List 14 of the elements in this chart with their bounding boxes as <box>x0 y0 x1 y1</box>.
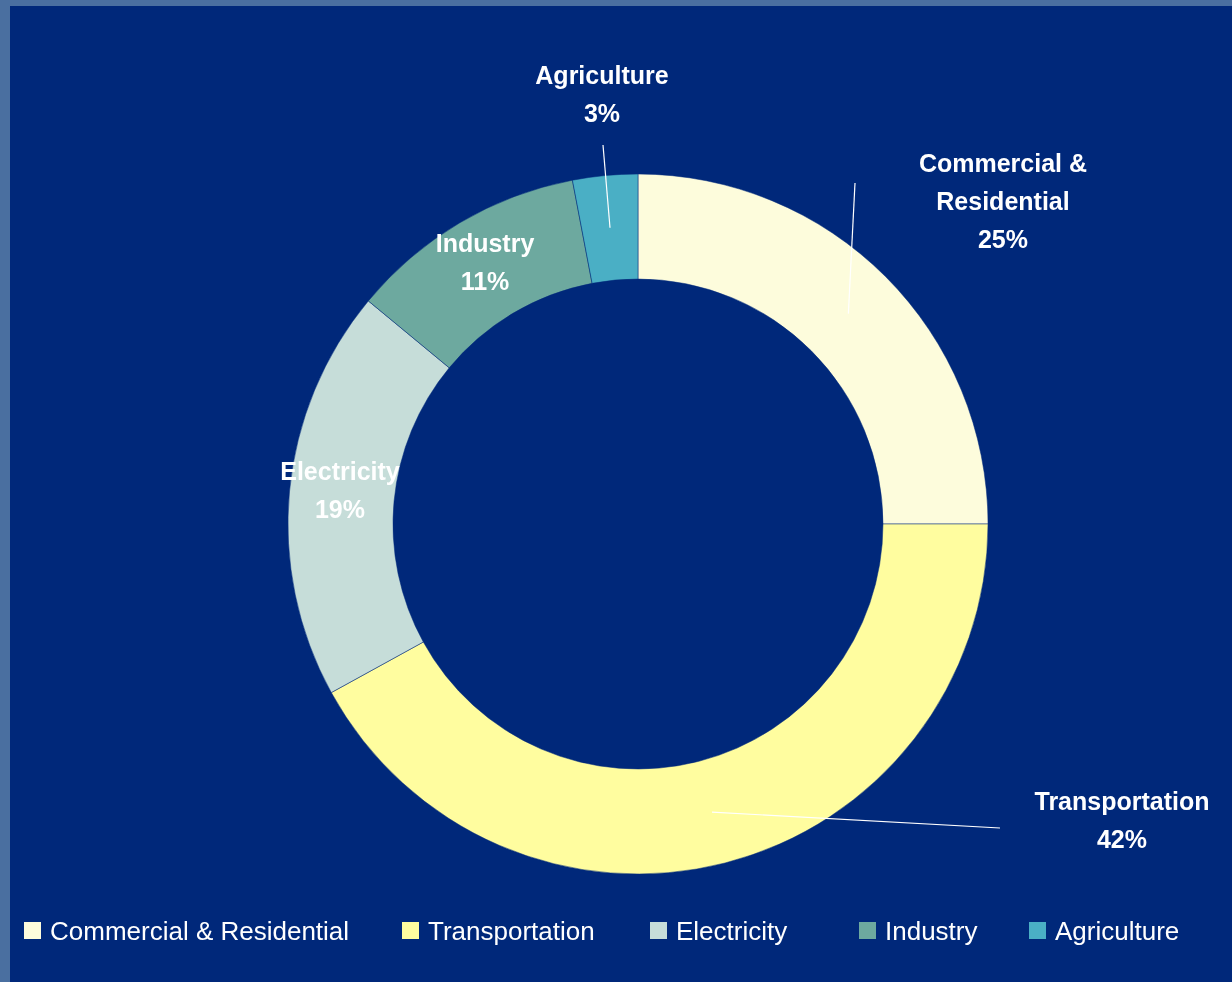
slice-label: Industry <box>435 229 535 257</box>
data-label: 11% <box>460 267 510 295</box>
slice-label: Transportation <box>1034 787 1210 815</box>
legend-label: Transportation <box>428 916 595 946</box>
data-label: 42% <box>1096 825 1148 853</box>
legend-label: Industry <box>885 916 978 946</box>
slice-label: Agriculture <box>535 61 669 89</box>
legend-label: Commercial & Residential <box>50 916 350 946</box>
data-label: 3% <box>583 99 621 127</box>
legend-label: Agriculture <box>1055 916 1180 946</box>
data-label: 25% <box>977 225 1029 253</box>
slice-label: Commercial & Residential <box>918 149 1088 215</box>
data-label: 19% <box>314 495 366 523</box>
legend-label: Electricity <box>676 916 788 946</box>
